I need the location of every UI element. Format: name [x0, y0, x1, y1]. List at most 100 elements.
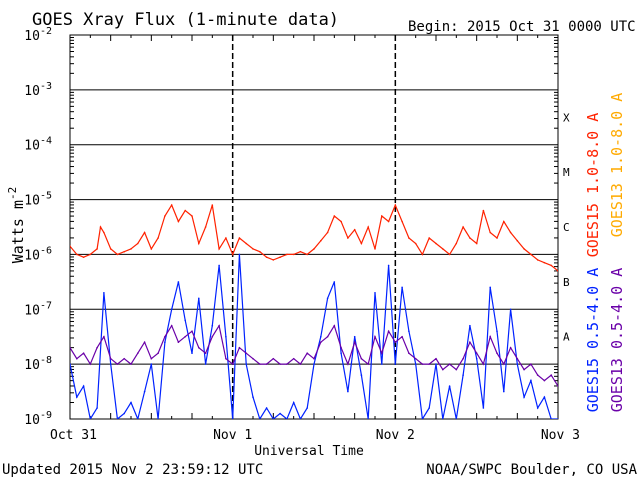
series-point: [76, 396, 78, 398]
series-point: [489, 231, 492, 234]
series-point: [238, 253, 241, 256]
series-point: [347, 237, 349, 239]
series-point: [123, 250, 125, 253]
y-tick-exponent: -4: [40, 136, 52, 147]
series-point: [231, 253, 234, 256]
series-point: [428, 407, 431, 409]
series-point: [448, 385, 451, 387]
series-point: [387, 264, 390, 267]
series-point: [137, 242, 139, 245]
flare-class-label: M: [563, 166, 570, 179]
series-point: [198, 346, 200, 349]
series-point: [326, 297, 329, 300]
flare-class-label: X: [563, 111, 570, 124]
series-point: [333, 281, 336, 283]
series-point: [218, 324, 220, 327]
series-point: [259, 418, 261, 419]
series-point: [387, 330, 390, 333]
flare-class-label: C: [563, 221, 570, 234]
y-tick-exponent: -9: [40, 410, 52, 421]
series-point: [103, 292, 105, 294]
series-point: [109, 363, 112, 365]
series-point: [218, 264, 220, 267]
series-point: [164, 341, 166, 344]
series-point: [455, 418, 458, 419]
series-point: [408, 330, 410, 333]
plot-frame: [69, 34, 559, 420]
series-point: [164, 215, 166, 217]
series-point: [442, 248, 444, 250]
series-point: [557, 270, 558, 272]
series-point: [89, 253, 92, 256]
x-tick-label: Nov 2: [376, 428, 415, 443]
series-point: [543, 396, 546, 398]
y-tick-base: 10: [24, 29, 40, 44]
series-point: [123, 412, 125, 415]
legend: GOES15 1.0-8.0 A GOES13 1.0-8.0 A GOES15 0…: [584, 93, 626, 413]
y-tick-label: 10-6: [24, 245, 52, 263]
series-point: [550, 264, 552, 267]
series-point: [272, 259, 275, 261]
series-point: [238, 237, 241, 239]
series-point: [462, 226, 464, 228]
series-point: [550, 374, 552, 376]
series-point: [550, 418, 552, 419]
series-point: [225, 335, 227, 338]
series-point: [320, 239, 322, 242]
series-point: [367, 418, 369, 419]
series-point: [198, 297, 200, 300]
series-point: [489, 335, 492, 338]
series-point: [177, 341, 180, 344]
series-point: [394, 341, 397, 344]
series-point: [109, 248, 112, 250]
series-point: [286, 363, 288, 365]
y-tick-label: 10-7: [24, 300, 52, 318]
series-point: [252, 357, 254, 360]
series-point: [225, 357, 227, 360]
x-tick-labels: Oct 31 Nov 1 Nov 2 Nov 3: [50, 428, 580, 443]
series-point: [442, 418, 444, 419]
series-point: [89, 418, 92, 419]
series-point: [353, 341, 356, 344]
series-point: [374, 292, 376, 294]
series-point: [143, 390, 146, 393]
series-point: [306, 352, 309, 355]
series-point: [347, 390, 349, 393]
series-point: [455, 242, 458, 245]
legend-entry: GOES13 1.0-8.0 A: [608, 93, 626, 238]
series-point: [99, 226, 102, 228]
series-point: [530, 363, 532, 365]
updated-timestamp: Updated 2015 Nov 2 23:59:12 UTC: [2, 462, 263, 478]
y-axis-title: Watts m-2: [6, 187, 27, 263]
series-point: [408, 237, 410, 239]
series-point: [428, 237, 431, 239]
series-point: [367, 363, 370, 365]
series-point: [204, 363, 207, 365]
series-point: [292, 401, 295, 404]
series-point: [272, 357, 275, 360]
series-point: [353, 228, 356, 231]
series-point: [347, 363, 349, 365]
series-point: [177, 281, 180, 283]
flare-class-labels: A B C M X: [563, 111, 570, 343]
series-point: [238, 346, 241, 349]
legend-entry: GOES15 0.5-4.0 A: [584, 268, 602, 413]
series-point: [503, 363, 505, 365]
series-point: [191, 215, 193, 217]
series-point: [503, 390, 505, 393]
y-tick-exponent: -5: [40, 191, 52, 202]
y-tick-label: 10-9: [24, 410, 52, 428]
series-point: [218, 248, 220, 250]
series-point: [245, 242, 247, 245]
series-point: [435, 242, 437, 245]
series-point: [536, 374, 539, 376]
series-point: [292, 253, 295, 256]
y-tick-base: 10: [24, 194, 40, 209]
series-point: [286, 253, 288, 256]
series-point: [265, 363, 268, 365]
y-tick-base: 10: [24, 358, 40, 373]
series-point: [157, 352, 159, 355]
series-point: [157, 237, 159, 239]
series-point: [516, 357, 519, 360]
